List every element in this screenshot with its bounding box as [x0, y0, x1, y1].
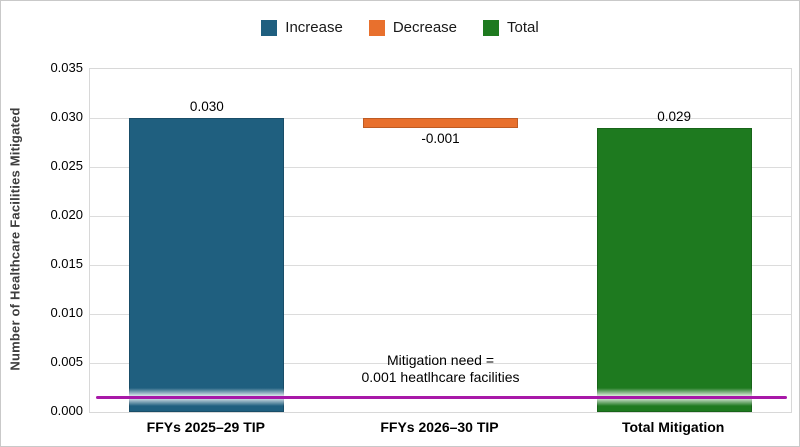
bar-decrease [363, 118, 518, 128]
y-axis-tick-labels: 0.000 0.005 0.010 0.015 0.020 0.025 0.030 0.035 [1, 60, 83, 418]
x-axis-category-labels: FFYs 2025–29 TIP FFYs 2026–30 TIP Total … [89, 419, 790, 441]
mitigation-need-annotation: Mitigation need = 0.001 heatlhcare facil… [362, 352, 520, 388]
annotation-line-1: Mitigation need = [386, 351, 495, 368]
y-tick-label: 0.015 [50, 256, 83, 271]
legend-item-decrease: Decrease [368, 19, 458, 36]
mitigation-need-line [96, 395, 787, 399]
y-tick-label: 0.010 [50, 305, 83, 320]
gridline [90, 215, 791, 217]
x-tick-ffys-2026-30: FFYs 2026–30 TIP [380, 419, 499, 435]
gridline [90, 264, 791, 266]
bar-value-label-total: 0.029 [657, 108, 692, 124]
total-swatch-icon [483, 19, 500, 36]
legend-label-decrease: Decrease [392, 19, 458, 36]
y-tick-label: 0.035 [50, 60, 83, 75]
y-tick-label: 0.000 [50, 403, 83, 418]
legend: Increase Decrease Total [1, 19, 799, 36]
plot-area: 0.030 -0.001 0.029 Mitigation need = 0.0… [89, 68, 792, 413]
bar-value-label-increase: 0.030 [189, 99, 224, 114]
bar-total [596, 127, 752, 412]
x-tick-ffys-2025-29: FFYs 2025–29 TIP [146, 419, 265, 435]
bar-value-label-decrease: -0.001 [421, 130, 460, 146]
x-tick-total-mitigation: Total Mitigation [621, 419, 725, 435]
gridline [90, 166, 791, 168]
y-tick-label: 0.025 [50, 158, 83, 173]
gridline [90, 362, 791, 364]
legend-label-increase: Increase [285, 19, 343, 36]
legend-item-total: Total [483, 19, 539, 36]
legend-item-increase: Increase [261, 19, 343, 36]
increase-swatch-icon [261, 19, 278, 36]
y-tick-label: 0.005 [50, 354, 83, 369]
annotation-line-2: 0.001 heatlhcare facilities [361, 369, 520, 386]
y-tick-label: 0.020 [50, 207, 83, 222]
gridline [90, 313, 791, 315]
decrease-swatch-icon [368, 19, 385, 36]
legend-label-total: Total [507, 19, 539, 36]
y-tick-label: 0.030 [50, 109, 83, 124]
bar-increase [129, 118, 285, 412]
